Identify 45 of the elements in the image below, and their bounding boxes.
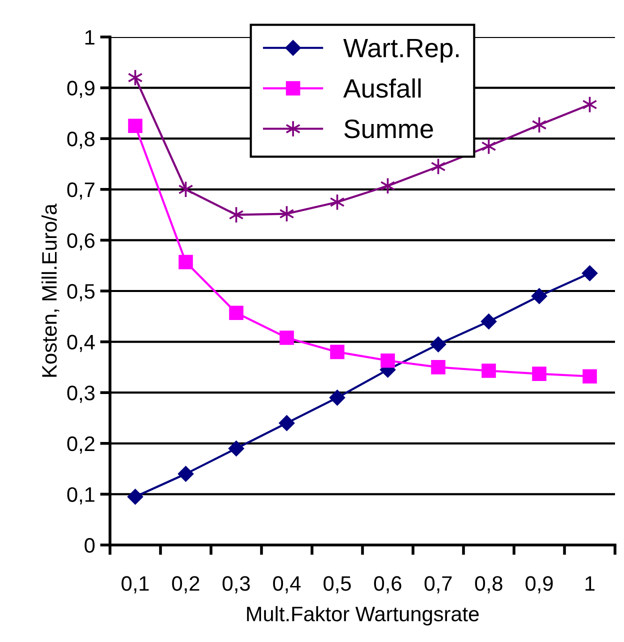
point [128,118,142,134]
x-tick-label: 0,8 [475,576,502,594]
point [229,306,244,320]
y-tick-label: 1 [85,30,94,45]
point [582,265,598,281]
point [380,353,395,368]
x-tick-label: 0,3 [222,576,250,594]
y-tick-label: 0,8 [67,132,95,149]
x-tick-label: 0,9 [526,576,553,594]
point [531,288,548,304]
x-tick-label: 0,6 [374,576,402,594]
x-tick-label: 0,4 [273,576,301,594]
y-tick-label: 0,2 [67,436,94,454]
point [329,390,346,406]
y-tick-label: 0,9 [67,80,94,98]
y-tick-label: 0,1 [67,487,94,504]
point [127,488,144,505]
point [330,344,344,360]
x-tick-label: 0,7 [424,576,452,594]
y-tick-label: 0,3 [67,386,95,403]
point [228,440,244,456]
x-tick-label: 0,2 [172,576,200,594]
x-tick-label: 0,5 [324,576,351,594]
point [582,369,597,384]
y-tick-label: 0,4 [67,334,95,352]
legend-label: Wart.Rep. [343,38,459,63]
y-tick-label: 0,7 [67,182,94,200]
y-tick-label: 0 [84,538,95,553]
point [278,415,295,431]
point [280,330,294,345]
legend-label: Ausfall [343,78,421,98]
y-tick-label: 0,6 [67,233,95,250]
y-axis-title: Kosten, Mill.Euro/a [41,204,60,377]
legend-label: Summe [344,120,433,138]
x-tick-label: 0,1 [122,576,149,594]
point [178,466,194,482]
x-tick-label: 1 [586,576,595,591]
point [480,314,497,330]
y-tick-label: 0,5 [67,284,95,302]
point [431,360,446,374]
point [482,364,496,378]
point [430,336,446,352]
point [532,366,546,381]
point [178,254,193,270]
x-axis-title: Mult.Faktor Wartungsrate [247,606,479,626]
